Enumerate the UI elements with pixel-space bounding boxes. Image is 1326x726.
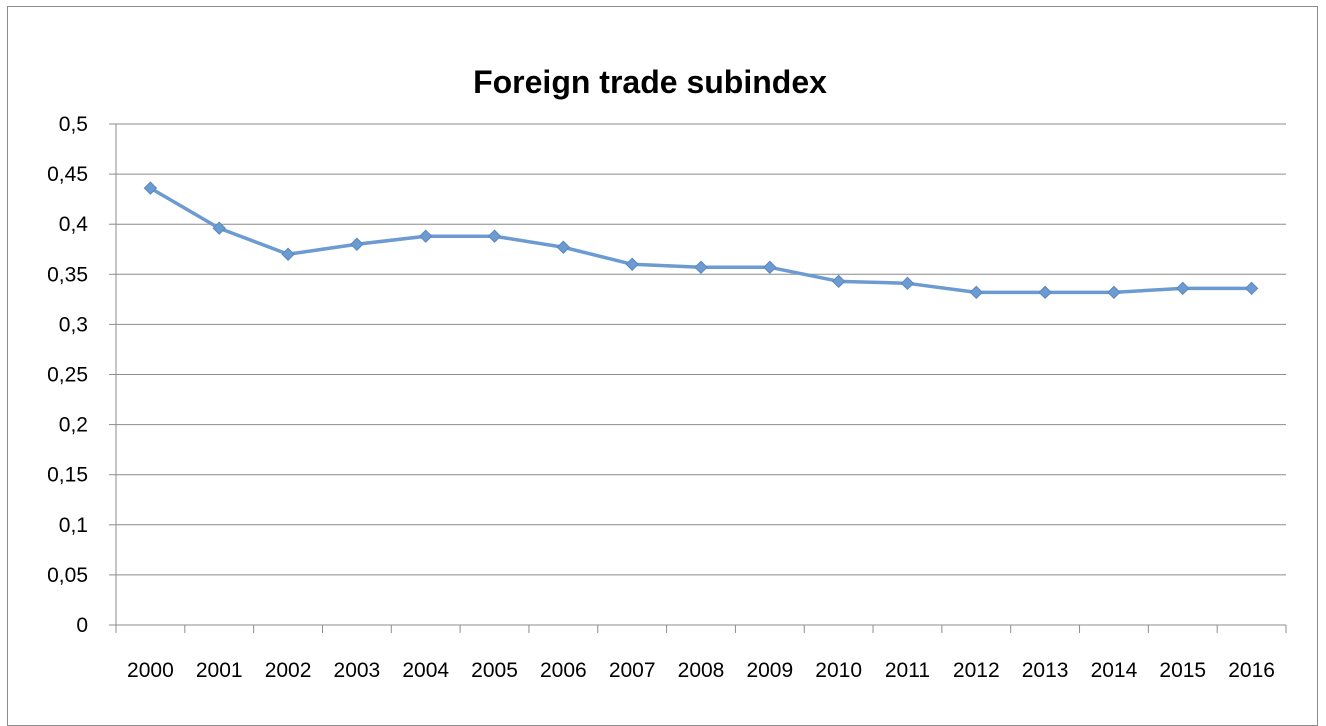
data-point-marker <box>969 285 984 300</box>
data-point-marker <box>694 260 708 274</box>
y-tick-label: 0,45 <box>47 163 88 186</box>
x-tick-label: 2015 <box>1159 659 1206 682</box>
y-axis-ticks: 0 0,05 0,1 0,15 0,2 0,25 0,3 0,35 0,4 0,45 0,5 <box>47 113 116 637</box>
x-tick-label: 2008 <box>678 659 725 682</box>
y-tick-label: 0,15 <box>47 464 88 487</box>
x-tick-label: 2013 <box>1022 659 1069 682</box>
data-point-marker <box>1244 281 1259 296</box>
data-point-marker <box>212 221 226 235</box>
x-axis-ticks: 2000 2001 2002 2003 2004 2005 2006 2007 2008 2009… <box>115 625 1287 682</box>
x-tick-label: 2006 <box>540 659 587 682</box>
x-tick-label: 2005 <box>471 659 518 682</box>
x-tick-label: 2012 <box>953 659 1000 682</box>
x-tick-label: 2002 <box>265 659 312 682</box>
data-point-marker <box>1176 281 1190 296</box>
y-tick-label: 0,1 <box>59 514 88 537</box>
gridlines <box>116 123 1286 576</box>
data-point-marker <box>1038 285 1052 300</box>
chart-frame <box>7 6 1318 726</box>
x-tick-label: 2014 <box>1091 659 1138 682</box>
series-group <box>143 181 1259 300</box>
x-tick-label: 2010 <box>815 659 862 682</box>
y-tick-label: 0,2 <box>59 414 88 437</box>
y-tick-label: 0,25 <box>47 364 88 387</box>
data-point-marker <box>143 181 158 195</box>
y-tick-label: 0 <box>76 614 88 637</box>
y-tick-label: 0,35 <box>47 263 88 286</box>
data-point-marker <box>1107 285 1121 300</box>
data-point-marker <box>418 229 433 243</box>
y-tick-label: 0,4 <box>59 213 89 236</box>
data-point-marker <box>556 240 571 254</box>
data-point-marker <box>281 247 295 261</box>
data-point-marker <box>625 257 639 271</box>
x-tick-label: 2016 <box>1228 659 1275 682</box>
y-tick-label: 0,3 <box>59 313 88 336</box>
data-point-marker <box>350 237 364 251</box>
x-tick-label: 2001 <box>196 659 243 682</box>
data-point-marker <box>763 260 777 274</box>
chart-title: Foreign trade subindex <box>473 64 827 100</box>
x-tick-label: 2003 <box>334 659 381 682</box>
x-tick-label: 2007 <box>609 659 656 682</box>
series-line <box>149 186 1252 295</box>
x-tick-label: 2004 <box>402 659 449 682</box>
data-point-marker <box>487 229 502 243</box>
y-tick-label: 0,5 <box>59 113 88 136</box>
data-point-marker <box>900 276 915 291</box>
x-tick-label: 2011 <box>885 659 930 682</box>
data-point-marker <box>831 274 846 289</box>
x-tick-label: 2000 <box>127 659 174 682</box>
x-tick-label: 2009 <box>746 659 793 682</box>
y-tick-label: 0,05 <box>47 564 88 587</box>
